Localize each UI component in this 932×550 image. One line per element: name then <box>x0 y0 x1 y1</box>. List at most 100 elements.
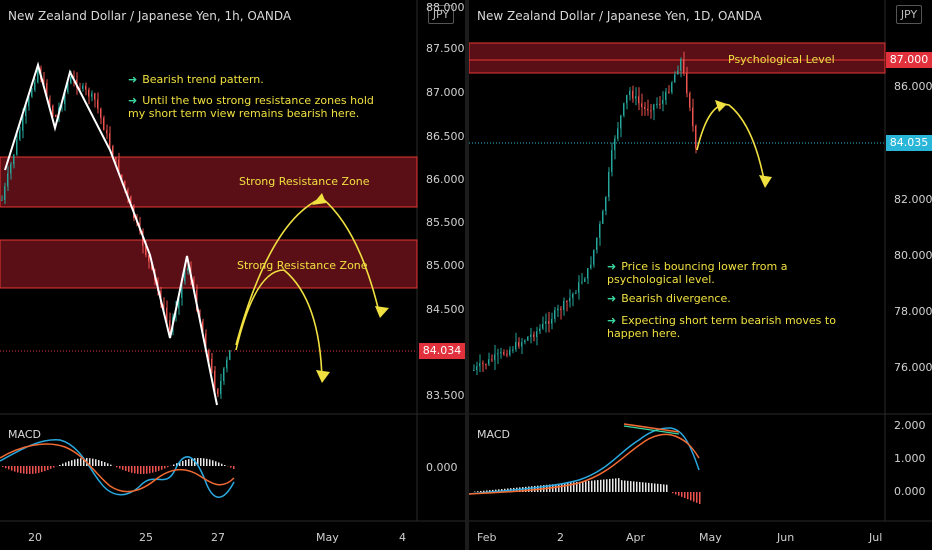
macd-histogram-bar <box>696 492 698 503</box>
candle-body <box>527 336 529 341</box>
candle-body <box>545 321 547 324</box>
macd-histogram-bar <box>128 466 130 472</box>
signal-line-1d <box>469 433 700 495</box>
candle-body <box>668 91 670 93</box>
level-price-tag: 87.000 <box>886 52 932 68</box>
currency-label[interactable]: JPY <box>896 5 922 24</box>
candle-body <box>614 138 616 151</box>
macd-histogram-bar <box>660 484 662 492</box>
candle-body <box>208 350 210 359</box>
candle-body <box>602 211 604 224</box>
zone-label-lower: Strong Resistance Zone <box>237 259 368 272</box>
macd-histogram-bar <box>681 492 683 497</box>
x-label: Feb <box>477 531 497 544</box>
macd-histogram-bar <box>567 482 569 492</box>
macd-histogram-bar <box>657 483 659 492</box>
macd-histogram-bar <box>191 458 193 466</box>
candle-body <box>25 106 27 117</box>
candle-body <box>617 128 619 139</box>
macd-histogram-bar <box>140 466 142 474</box>
arrow-right-icon: ➜ <box>607 292 617 305</box>
currency-label[interactable]: JPY <box>428 5 454 24</box>
candle-body <box>70 76 72 84</box>
macd-histogram-bar <box>47 466 49 471</box>
candle-body <box>500 352 502 354</box>
candle-body <box>43 79 45 83</box>
macd-histogram-bar <box>489 490 491 492</box>
chart-panel-1d[interactable]: New Zealand Dollar / Japanese Yen, 1D, O… <box>469 0 932 550</box>
macd-histogram-bar <box>83 458 85 466</box>
macd-histogram-bar <box>639 482 641 492</box>
candle-body <box>650 110 652 112</box>
macd-histogram-bar <box>131 466 133 473</box>
x-label: 2 <box>557 531 564 544</box>
macd-histogram-bar <box>558 483 560 492</box>
chart-panel-1h[interactable]: New Zealand Dollar / Japanese Yen, 1h, O… <box>0 0 465 550</box>
macd-histogram-bar <box>77 458 79 466</box>
candle-body <box>97 99 99 109</box>
macd-histogram-bar <box>116 466 118 468</box>
candle-body <box>46 82 48 99</box>
macd-histogram-bar <box>666 484 668 492</box>
macd-histogram-bar <box>636 481 638 492</box>
macd-histogram-bar <box>20 466 22 474</box>
macd-histogram-bar <box>62 463 64 466</box>
macd-histogram-bar <box>612 478 614 492</box>
chart-title-1d: New Zealand Dollar / Japanese Yen, 1D, O… <box>477 9 762 23</box>
macd-histogram-bar <box>600 479 602 492</box>
y-label: 83.500 <box>426 389 465 402</box>
macd-histogram-bar <box>2 466 4 467</box>
macd-histogram-bar <box>579 481 581 492</box>
note-3: ➜ Expecting short term bearish moves to h… <box>607 314 836 340</box>
candle-body <box>599 223 601 238</box>
macd-histogram-bar <box>185 459 187 466</box>
macd-histogram-bar <box>101 461 103 466</box>
macd-histogram-bar <box>606 479 608 492</box>
candle-body <box>635 96 637 99</box>
panel-divider[interactable] <box>465 0 469 550</box>
candle-body <box>187 268 189 271</box>
macd-histogram-bar <box>561 483 563 492</box>
candle-body <box>181 281 183 298</box>
macd-histogram-bar <box>182 460 184 466</box>
candle-body <box>82 85 84 89</box>
macd-histogram-bar <box>582 481 584 492</box>
candle-body <box>13 154 15 165</box>
candle-body <box>229 350 231 360</box>
macd-histogram-bar <box>573 482 575 492</box>
candle-body <box>148 254 150 262</box>
macd-histogram-bar <box>143 466 145 474</box>
candle-body <box>31 90 33 97</box>
candle-body <box>689 93 691 108</box>
candle-body <box>626 95 628 104</box>
candle-body <box>473 369 475 371</box>
candle-body <box>695 126 697 149</box>
candle-body <box>647 108 649 111</box>
note-2: ➜ Bearish divergence. <box>607 292 731 305</box>
arrow-right-icon: ➜ <box>128 94 138 107</box>
macd-histogram-bar <box>215 461 217 466</box>
note-1: ➜ Price is bouncing lower from a psycholo… <box>607 260 788 286</box>
macd-line-1d <box>469 427 700 495</box>
candle-body <box>503 352 505 355</box>
projection-arc-2 <box>235 269 323 381</box>
macd-histogram-bar <box>609 478 611 492</box>
candle-body <box>223 368 225 382</box>
x-label: 20 <box>28 531 42 544</box>
candle-body <box>10 164 12 174</box>
macd-histogram-bar <box>137 466 139 474</box>
macd-histogram-bar <box>486 490 488 492</box>
signal-line-1h <box>0 443 235 493</box>
candle-body <box>37 68 39 83</box>
macd-histogram-bar <box>564 483 566 492</box>
candle-body <box>683 59 685 73</box>
candle-body <box>638 96 640 104</box>
chart-title-1h: New Zealand Dollar / Japanese Yen, 1h, O… <box>8 9 292 23</box>
candle-body <box>632 90 634 99</box>
macd-histogram-bar <box>41 466 43 473</box>
candle-body <box>106 130 108 134</box>
candle-body <box>91 93 93 97</box>
macd-histogram-bar <box>29 466 31 474</box>
macd-histogram-bar <box>672 492 674 494</box>
y-label: 85.000 <box>426 259 465 272</box>
